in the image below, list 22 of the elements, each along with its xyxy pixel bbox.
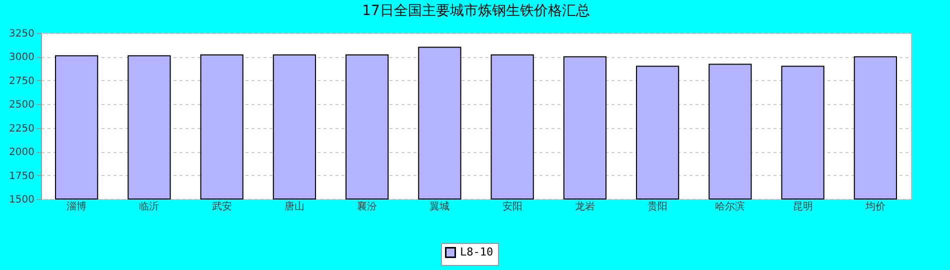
y-tick-label: 2750 bbox=[9, 76, 34, 87]
x-tick-label: 均价 bbox=[864, 200, 886, 212]
x-tick-label: 贵阳 bbox=[648, 200, 668, 212]
x-tick-label: 襄汾 bbox=[357, 200, 378, 212]
x-tick-label: 哈尔滨 bbox=[715, 200, 746, 212]
x-tick-label: 安阳 bbox=[502, 200, 522, 212]
chart-title: 17日全国主要城市炼钢生铁价格汇总 bbox=[362, 3, 590, 19]
legend-label: L8-10 bbox=[460, 246, 494, 258]
x-tick-label: 昆明 bbox=[792, 202, 813, 212]
y-tick-label: 2000 bbox=[9, 147, 34, 158]
x-tick-label: 武安 bbox=[212, 200, 232, 212]
y-tick-label: 1500 bbox=[9, 194, 34, 206]
y-tick-label: 3000 bbox=[9, 52, 34, 64]
y-tick-label: 2500 bbox=[9, 100, 34, 111]
x-tick-label: 唐山 bbox=[284, 200, 304, 212]
x-tick-label: 临沂 bbox=[139, 200, 160, 212]
x-tick-label: 翼城 bbox=[430, 200, 450, 212]
y-tick-label: 3250 bbox=[9, 28, 34, 40]
y-tick-label: 1750 bbox=[9, 170, 34, 182]
y-tick-label: 2250 bbox=[9, 123, 34, 134]
x-tick-label: 龙岩 bbox=[574, 200, 595, 212]
x-tick-label: 淄博 bbox=[66, 200, 87, 212]
